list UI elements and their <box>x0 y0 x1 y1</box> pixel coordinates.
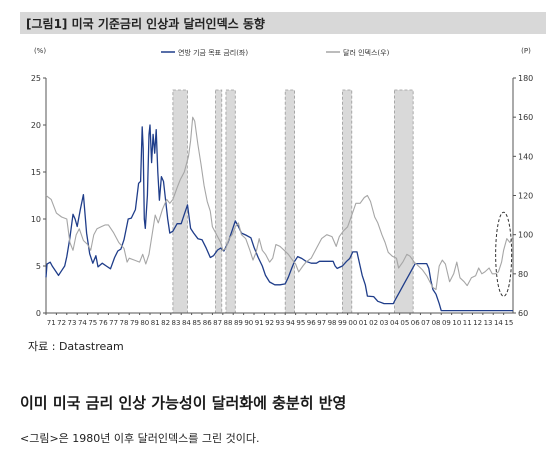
x-tick-label: 78 <box>120 319 129 327</box>
x-tick-label: 79 <box>130 319 139 327</box>
x-tick-label: 07 <box>421 319 430 327</box>
right-tick-label: 80 <box>518 270 528 279</box>
x-tick-label: 14 <box>494 319 503 327</box>
right-axis-unit: (P) <box>521 47 531 55</box>
right-tick-label: 160 <box>518 113 533 122</box>
x-tick-label: 06 <box>411 319 420 327</box>
right-tick-label: 60 <box>518 309 528 318</box>
left-tick-label: 25 <box>31 74 41 83</box>
x-tick-label: 03 <box>380 319 389 327</box>
shaded-period-2 <box>225 89 236 314</box>
x-tick-label: 04 <box>390 319 399 327</box>
highlight-ellipse <box>495 211 513 297</box>
left-tick-label: 10 <box>31 215 41 224</box>
x-tick-label: 75 <box>88 319 97 327</box>
source-note: 자료 : Datastream <box>28 340 124 353</box>
x-tick-label: 11 <box>463 319 472 327</box>
right-tick-label: 140 <box>518 152 533 161</box>
title-bar: [그림1] 미국 기준금리 인상과 달러인덱스 동향 <box>20 12 546 34</box>
x-tick-label: 95 <box>296 319 305 327</box>
x-tick-label: 05 <box>400 319 409 327</box>
x-tick-label: 10 <box>452 319 461 327</box>
left-tick-label: 15 <box>31 168 41 177</box>
x-tick-label: 72 <box>57 319 66 327</box>
x-tick-label: 84 <box>182 319 191 327</box>
x-tick-label: 97 <box>317 319 326 327</box>
x-tick-label: 88 <box>224 319 233 327</box>
x-tick-label: 71 <box>47 319 56 327</box>
right-tick-label: 100 <box>518 231 533 240</box>
x-tick-label: 09 <box>442 319 451 327</box>
x-tick-label: 83 <box>172 319 181 327</box>
x-tick-label: 92 <box>265 319 274 327</box>
x-tick-label: 80 <box>140 319 149 327</box>
x-tick-label: 74 <box>78 319 87 327</box>
left-axis-unit: (%) <box>34 47 46 55</box>
x-tick-label: 86 <box>203 319 212 327</box>
x-tick-label: 94 <box>286 319 295 327</box>
right-tick-label: 120 <box>518 192 533 201</box>
x-tick-label: 87 <box>213 319 222 327</box>
left-tick-label: 20 <box>31 121 41 130</box>
x-tick-label: 12 <box>473 319 482 327</box>
x-tick-label: 76 <box>99 319 108 327</box>
x-tick-label: 99 <box>338 319 347 327</box>
right-tick-label: 180 <box>518 74 533 83</box>
x-tick-label: 89 <box>234 319 243 327</box>
series-line-dollar-index <box>45 116 514 291</box>
x-tick-label: 90 <box>244 319 253 327</box>
left-tick-label: 5 <box>36 262 41 271</box>
headline: 이미 미국 금리 인상 가능성이 달러화에 충분히 반영 <box>20 394 347 412</box>
shaded-period-0 <box>172 89 188 314</box>
x-tick-label: 13 <box>484 319 493 327</box>
legend-label: 달러 인덱스(우) <box>343 48 390 57</box>
x-tick-label: 73 <box>68 319 77 327</box>
series-line-fed-funds <box>45 124 513 312</box>
x-tick-label: 77 <box>109 319 118 327</box>
x-tick-label: 96 <box>307 319 316 327</box>
x-tick-label: 01 <box>359 319 368 327</box>
x-tick-label: 82 <box>161 319 170 327</box>
x-tick-label: 00 <box>348 319 357 327</box>
x-tick-label: 91 <box>255 319 264 327</box>
x-tick-label: 93 <box>276 319 285 327</box>
x-tick-label: 02 <box>369 319 378 327</box>
x-tick-label: 08 <box>432 319 441 327</box>
shaded-period-5 <box>394 89 414 314</box>
x-tick-label: 81 <box>151 319 160 327</box>
left-tick-label: 0 <box>36 309 41 318</box>
x-tick-label: 85 <box>192 319 201 327</box>
caption: <그림>은 1980년 이후 달러인덱스를 그린 것이다. <box>20 432 260 445</box>
legend-label: 연방 기금 목표 금리(좌) <box>178 48 248 57</box>
chart-title: [그림1] 미국 기준금리 인상과 달러인덱스 동향 <box>26 17 265 31</box>
x-tick-label: 15 <box>504 319 513 327</box>
shaded-period-1 <box>215 89 223 314</box>
shaded-period-4 <box>342 89 353 314</box>
x-tick-label: 98 <box>328 319 337 327</box>
